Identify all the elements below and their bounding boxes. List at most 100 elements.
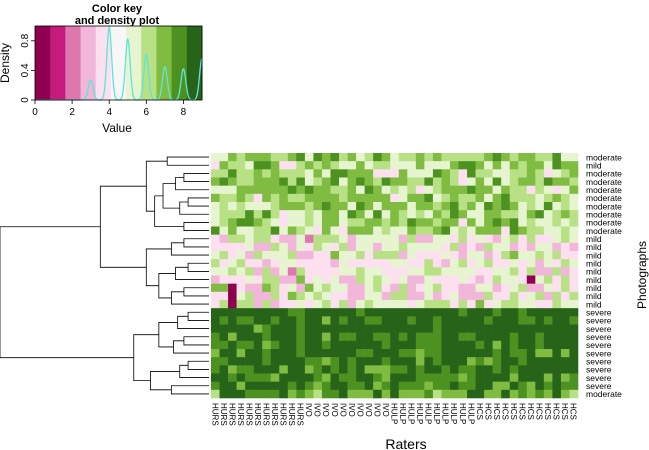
heatmap-cell (509, 381, 519, 391)
heatmap-cell (287, 373, 297, 382)
heatmap-cell (347, 349, 357, 358)
heatmap-cell (501, 259, 511, 268)
heatmap-cell (262, 373, 272, 382)
row-label: mild (586, 291, 602, 301)
row-labels: moderatemildmoderatemoderatemoderatemode… (586, 152, 622, 399)
heatmap-cell (313, 324, 323, 333)
heatmap-cell (339, 324, 348, 333)
heatmap-cell (415, 349, 425, 358)
heatmap-cell (501, 365, 511, 374)
heatmap-cell (569, 218, 579, 227)
heatmap-cell (364, 373, 374, 382)
heatmap-cell (347, 373, 357, 382)
heatmap-cell (219, 365, 229, 374)
heatmap-cell (543, 169, 553, 178)
heatmap-cell (569, 202, 579, 211)
heatmap-cell (407, 267, 417, 276)
heatmap-cell (432, 332, 442, 342)
heatmap-cell (228, 373, 237, 382)
heatmap-cell (569, 389, 579, 399)
heatmap-cell (424, 357, 434, 366)
heatmap-cell (449, 275, 459, 284)
heatmap-cell (219, 210, 229, 219)
heatmap-cell (245, 308, 254, 317)
heatmap-cell (398, 365, 408, 374)
heatmap-cell (467, 259, 476, 268)
heatmap-cell (560, 283, 570, 293)
heatmap-cell (449, 226, 459, 235)
heatmap-cell (339, 291, 348, 301)
heatmap-cell (535, 259, 545, 268)
heatmap-cell (313, 259, 323, 268)
heatmap-cell (296, 324, 306, 333)
heatmap-cell (543, 234, 553, 244)
heatmap-cell (509, 357, 519, 366)
heatmap-cell (296, 153, 306, 162)
heatmap-cell (211, 251, 220, 260)
heatmap-cell (415, 234, 425, 244)
heatmap-cell (569, 275, 579, 284)
heatmap-cell (287, 349, 297, 358)
heatmap-cell (407, 259, 417, 268)
heatmap-cell (211, 177, 220, 186)
heatmap-cell (441, 193, 451, 203)
heatmap-cell (424, 300, 434, 309)
heatmap-cell (228, 210, 237, 219)
heatmap-cell (211, 316, 220, 325)
heatmap-cell (467, 324, 476, 333)
heatmap-cell (373, 308, 382, 317)
heatmap-cell (321, 373, 331, 382)
dendrogram-branch (170, 242, 209, 256)
heatmap-cell (501, 267, 511, 276)
heatmap-cell (492, 242, 502, 252)
heatmap-cell (484, 251, 493, 260)
heatmap-cell (373, 193, 382, 203)
heatmap-cell (560, 218, 570, 227)
heatmap-cell (509, 177, 519, 186)
column-label: HULP (441, 403, 450, 424)
heatmap-cell (304, 226, 314, 235)
heatmap-cell (364, 389, 374, 399)
heatmap-cell (449, 202, 459, 211)
heatmap-cell (543, 349, 553, 358)
heatmap-cell (398, 267, 408, 276)
heatmap-cell (526, 381, 536, 391)
color-key-x-axis: 0 2 4 6 8 (32, 100, 187, 118)
heatmap-cell (356, 177, 365, 186)
x-axis-title: Raters (385, 436, 426, 450)
dendrogram-branch (187, 311, 209, 321)
heatmap-cell (441, 373, 451, 382)
heatmap-cell (364, 275, 374, 284)
heatmap-cell (279, 373, 289, 382)
heatmap-cell (441, 161, 451, 170)
heatmap-cell (492, 389, 502, 399)
heatmap-cell (330, 161, 340, 170)
heatmap-cell (211, 373, 220, 382)
heatmap-cell (492, 193, 502, 203)
heatmap-cell (245, 234, 254, 244)
heatmap-cell (219, 218, 229, 227)
heatmap-cell (501, 291, 511, 301)
heatmap-cell (458, 210, 468, 219)
heatmap-cell (560, 210, 570, 219)
heatmap-cell (415, 153, 425, 162)
heatmap-cell (381, 267, 391, 276)
heatmap-cell (415, 169, 425, 178)
heatmap-cell (253, 365, 263, 374)
heatmap-cell (296, 332, 306, 342)
heatmap-cell (543, 275, 553, 284)
heatmap-cell (415, 226, 425, 235)
heatmap-cell (270, 251, 280, 260)
heatmap-cell (211, 349, 220, 358)
heatmap-cell (398, 349, 408, 358)
heatmap-cell (449, 340, 459, 350)
heatmap-cell (501, 242, 511, 252)
heatmap-cell (424, 210, 434, 219)
heatmap-cell (458, 242, 468, 252)
heatmap-cell (313, 226, 323, 235)
column-label: HURS (296, 403, 305, 426)
heatmap-cell (287, 283, 297, 293)
heatmap-cell (552, 259, 562, 268)
heatmap-cell (236, 251, 246, 260)
heatmap-cell (526, 324, 536, 333)
